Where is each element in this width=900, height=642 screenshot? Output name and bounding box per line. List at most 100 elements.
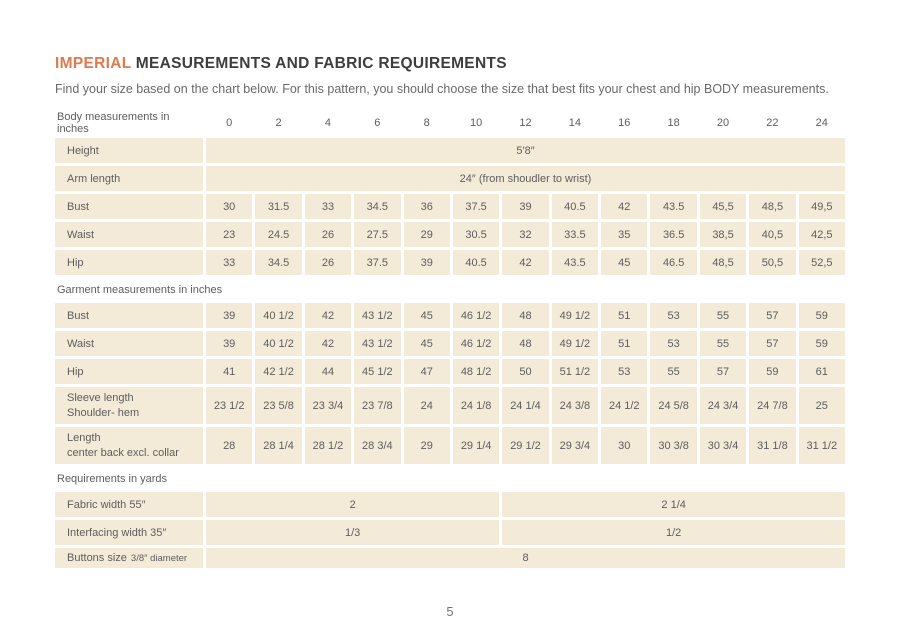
row-label: Bust bbox=[55, 194, 203, 220]
table-cell: 51 bbox=[601, 331, 648, 357]
table-cell: 57 bbox=[749, 303, 796, 329]
table-cell: 46.5 bbox=[650, 250, 697, 276]
merged-cell-right: 1/2 bbox=[502, 520, 845, 546]
table-cell: 43.5 bbox=[650, 194, 697, 220]
table-cell: 34.5 bbox=[255, 250, 302, 276]
section-label: Requirements in yards bbox=[57, 473, 168, 486]
merged-cell-right: 2 1/4 bbox=[502, 492, 845, 518]
table-cell: 46 1/2 bbox=[452, 303, 500, 329]
table-cell: 26 bbox=[304, 250, 352, 276]
table-cell: 30 3/4 bbox=[699, 427, 747, 465]
table-cell: 32 bbox=[502, 222, 549, 248]
table-cell: 41 bbox=[206, 359, 253, 385]
table-cell: 53 bbox=[601, 359, 648, 385]
row-label: Fabric width 55″ bbox=[55, 492, 203, 518]
table-cell: 29 1/2 bbox=[502, 427, 549, 465]
table-cell: 45 bbox=[403, 303, 450, 329]
title-rest: MEASUREMENTS AND FABRIC REQUIREMENTS bbox=[131, 55, 507, 72]
table-cell: 28 1/2 bbox=[304, 427, 352, 465]
table-cell: 29 bbox=[403, 222, 450, 248]
table-cell: 42 bbox=[601, 194, 648, 220]
row-label: Hip bbox=[55, 359, 203, 385]
page-content: IMPERIAL MEASUREMENTS AND FABRIC REQUIRE… bbox=[55, 55, 845, 569]
table-cell: 45 bbox=[601, 250, 648, 276]
row-label-sub: center back excl. collar bbox=[67, 446, 179, 459]
merged-cell-left: 1/3 bbox=[206, 520, 500, 546]
table-cell: 40,5 bbox=[749, 222, 796, 248]
table-cell: 24.5 bbox=[255, 222, 302, 248]
size-column-header: 14 bbox=[568, 117, 581, 130]
table-cell: 24 5/8 bbox=[650, 387, 697, 425]
row-label: Sleeve length Shoulder- hem bbox=[55, 387, 203, 425]
table-cell: 23 bbox=[206, 222, 253, 248]
table-cell: 31 1/8 bbox=[749, 427, 796, 465]
size-column-header: 16 bbox=[618, 117, 631, 130]
table-cell: 36.5 bbox=[650, 222, 697, 248]
row-label-main: Sleeve length bbox=[67, 392, 134, 405]
row-label-main: Buttons size bbox=[67, 552, 127, 565]
table-cell: 24 7/8 bbox=[749, 387, 796, 425]
size-column-header: 10 bbox=[469, 117, 483, 130]
table-cell: 40 1/2 bbox=[255, 303, 302, 329]
table-cell: 50,5 bbox=[749, 250, 796, 276]
table-cell: 37.5 bbox=[354, 250, 401, 276]
table-cell: 49 1/2 bbox=[551, 331, 599, 357]
table-cell: 57 bbox=[749, 331, 796, 357]
table-cell: 51 bbox=[601, 303, 648, 329]
table-cell: 33 bbox=[206, 250, 253, 276]
table-cell: 43 1/2 bbox=[354, 331, 401, 357]
table-cell: 30 bbox=[601, 427, 648, 465]
table-cell: 48,5 bbox=[699, 250, 747, 276]
table-cell: 23 1/2 bbox=[206, 387, 253, 425]
table-header-label: Body measurements in inches bbox=[57, 111, 170, 136]
table-cell: 53 bbox=[650, 331, 697, 357]
table-cell: 45 1/2 bbox=[354, 359, 401, 385]
table-cell: 45 bbox=[403, 331, 450, 357]
table-cell: 28 3/4 bbox=[354, 427, 401, 465]
table-cell: 25 bbox=[798, 387, 845, 425]
table-cell: 24 1/2 bbox=[601, 387, 648, 425]
section-label: Garment measurements in inches bbox=[57, 284, 223, 297]
table-cell: 42 bbox=[502, 250, 549, 276]
table-cell: 30.5 bbox=[452, 222, 500, 248]
table-cell: 39 bbox=[403, 250, 450, 276]
size-column-header: 12 bbox=[519, 117, 532, 130]
table-cell: 34.5 bbox=[354, 194, 401, 220]
page-subtitle: Find your size based on the chart below.… bbox=[55, 82, 829, 96]
size-column-header: 8 bbox=[423, 117, 430, 130]
table-cell: 24 1/4 bbox=[502, 387, 549, 425]
size-column-header: 2 bbox=[275, 117, 282, 130]
table-cell: 23 3/4 bbox=[304, 387, 352, 425]
table-cell: 48 bbox=[502, 331, 549, 357]
row-label: Height bbox=[55, 138, 203, 164]
table-cell: 42 bbox=[304, 303, 352, 329]
table-cell: 59 bbox=[749, 359, 796, 385]
table-cell: 29 bbox=[403, 427, 450, 465]
table-cell: 39 bbox=[206, 331, 253, 357]
size-column-header: 4 bbox=[324, 117, 332, 130]
size-column-header: 22 bbox=[766, 117, 779, 130]
table-cell: 40.5 bbox=[551, 194, 599, 220]
table-cell: 50 bbox=[502, 359, 549, 385]
table-cell: 42,5 bbox=[798, 222, 845, 248]
table-cell: 43.5 bbox=[551, 250, 599, 276]
table-cell: 42 bbox=[304, 331, 352, 357]
table-cell: 48,5 bbox=[749, 194, 796, 220]
merged-cell: 8 bbox=[206, 548, 845, 569]
size-column-header: 0 bbox=[226, 117, 233, 130]
table-cell: 45,5 bbox=[699, 194, 747, 220]
table-cell: 30 bbox=[206, 194, 253, 220]
table-cell: 27.5 bbox=[354, 222, 401, 248]
table-cell: 52,5 bbox=[798, 250, 845, 276]
row-label: Arm length bbox=[55, 166, 203, 192]
table-cell: 49,5 bbox=[798, 194, 845, 220]
table-cell: 33 bbox=[304, 194, 352, 220]
table-cell: 39 bbox=[206, 303, 253, 329]
table-cell: 36 bbox=[403, 194, 450, 220]
table-cell: 59 bbox=[798, 331, 845, 357]
row-label: Length center back excl. collar bbox=[55, 427, 203, 465]
table-cell: 47 bbox=[403, 359, 450, 385]
row-label-main: Length bbox=[67, 432, 101, 445]
table-cell: 49 1/2 bbox=[551, 303, 599, 329]
